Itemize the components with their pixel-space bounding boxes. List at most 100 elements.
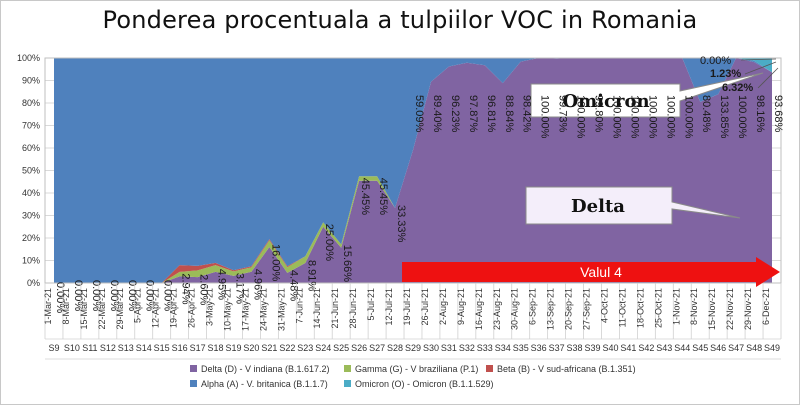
x-date-label: 26-Apr-21 bbox=[187, 288, 197, 328]
x-week-label: S18 bbox=[208, 343, 224, 353]
x-date-label: 18-Oct-21 bbox=[635, 288, 645, 328]
x-week-label: S9 bbox=[48, 343, 59, 353]
x-week-label: S46 bbox=[710, 343, 726, 353]
legend-swatch bbox=[190, 365, 197, 372]
x-week-label: S43 bbox=[656, 343, 672, 353]
x-date-label: 1-Mar-21 bbox=[43, 288, 53, 325]
legend-label: Beta (B) - V sud-africana (B.1.351) bbox=[497, 364, 636, 374]
data-label: 100.00% bbox=[628, 95, 640, 139]
x-week-label: S35 bbox=[513, 343, 529, 353]
data-label: 45.45% bbox=[359, 178, 371, 216]
x-week-label: S44 bbox=[674, 343, 690, 353]
x-week-label: S42 bbox=[638, 343, 654, 353]
data-label: 25.00% bbox=[323, 224, 335, 262]
y-tick-label: 70% bbox=[22, 121, 40, 131]
x-date-label: 20-Sep-21 bbox=[564, 288, 574, 330]
x-date-label: 7-Jun-21 bbox=[294, 288, 304, 324]
y-tick-label: 50% bbox=[22, 166, 40, 176]
data-label: 88.84% bbox=[503, 95, 515, 133]
y-tick-label: 20% bbox=[22, 233, 40, 243]
data-label: 98.42% bbox=[521, 95, 533, 133]
x-week-label: S17 bbox=[190, 343, 206, 353]
delta-callout-shape bbox=[525, 186, 741, 225]
x-week-label: S31 bbox=[441, 343, 457, 353]
x-date-label: 3-May-21 bbox=[205, 288, 215, 326]
x-date-label: 8-Nov-21 bbox=[689, 288, 699, 325]
area-series bbox=[54, 58, 772, 283]
data-label: 97.87% bbox=[467, 95, 479, 133]
x-date-label: 1-Nov-21 bbox=[671, 288, 681, 325]
x-week-label: S36 bbox=[531, 343, 547, 353]
x-date-label: 10-May-21 bbox=[222, 288, 232, 331]
x-week-label: S45 bbox=[692, 343, 708, 353]
x-week-label: S24 bbox=[315, 343, 331, 353]
data-label: 93.68% bbox=[772, 95, 784, 133]
y-tick-label: 30% bbox=[22, 211, 40, 221]
x-date-label: 30-Aug-21 bbox=[510, 288, 520, 330]
legend-swatch bbox=[344, 365, 351, 372]
y-tick-label: 100% bbox=[17, 53, 40, 63]
wave-arrow bbox=[402, 257, 780, 287]
legend-swatch bbox=[190, 380, 197, 387]
x-week-label: S23 bbox=[297, 343, 313, 353]
data-label: 8.91% bbox=[305, 260, 317, 291]
data-label: 33.33% bbox=[395, 205, 407, 243]
x-date-label: 15-Nov-21 bbox=[707, 288, 717, 330]
omicron-leader bbox=[740, 58, 777, 61]
legend-item: Delta (D) - V indiana (B.1.617.2) bbox=[190, 364, 330, 374]
x-date-label: 9-Aug-21 bbox=[456, 288, 466, 325]
x-date-label: 22-Nov-21 bbox=[725, 288, 735, 330]
x-week-label: S20 bbox=[243, 343, 259, 353]
delta-callout: Delta bbox=[525, 186, 741, 225]
wave-label: Valul 4 bbox=[580, 264, 622, 280]
data-label: 99.80% bbox=[593, 95, 605, 133]
x-date-label: 21-Jun-21 bbox=[330, 288, 340, 329]
x-week-label: S33 bbox=[477, 343, 493, 353]
x-date-label: 31-May-21 bbox=[276, 288, 286, 331]
legend-label: Alpha (A) - V. britanica (B.1.1.7) bbox=[201, 379, 328, 389]
data-label: 15.66% bbox=[341, 245, 353, 283]
x-week-label: S25 bbox=[333, 343, 349, 353]
data-label: 80.48% bbox=[700, 95, 712, 133]
x-week-label: S12 bbox=[100, 343, 116, 353]
x-date-label: 12-Apr-21 bbox=[151, 288, 161, 328]
x-week-label: S11 bbox=[82, 343, 97, 353]
x-date-label: 5-Apr-21 bbox=[133, 288, 143, 323]
delta-callout-label: Delta bbox=[571, 196, 625, 217]
x-week-label: S39 bbox=[585, 343, 601, 353]
x-week-label: S47 bbox=[728, 343, 744, 353]
x-date-label: 5-Jul-21 bbox=[366, 288, 376, 321]
x-date-label: 15-Mar-21 bbox=[79, 288, 89, 330]
x-date-label: 2-Aug-21 bbox=[438, 288, 448, 325]
x-date-label: 12-Jul-21 bbox=[384, 288, 394, 326]
x-week-label: S32 bbox=[459, 343, 475, 353]
x-date-label: 6-Dec-21 bbox=[761, 288, 771, 325]
y-tick-label: 0% bbox=[27, 278, 40, 288]
y-tick-label: 90% bbox=[22, 76, 40, 86]
x-week-label: S14 bbox=[136, 343, 152, 353]
plot-border bbox=[44, 57, 782, 284]
x-week-label: S19 bbox=[225, 343, 241, 353]
omicron-leader bbox=[757, 67, 779, 89]
x-week-label: S38 bbox=[567, 343, 583, 353]
x-date-label: 17-May-21 bbox=[240, 288, 250, 331]
data-label: 16.00% bbox=[269, 244, 281, 282]
data-label: 100.00% bbox=[610, 95, 622, 139]
x-date-label: 29-Nov-21 bbox=[743, 288, 753, 330]
legend-label: Delta (D) - V indiana (B.1.617.2) bbox=[201, 364, 330, 374]
legend-swatch bbox=[486, 365, 493, 372]
x-date-label: 23-Aug-21 bbox=[492, 288, 502, 330]
data-label: 100.00% bbox=[646, 95, 658, 139]
data-label: 89.40% bbox=[431, 95, 443, 133]
x-week-label: S28 bbox=[387, 343, 403, 353]
x-date-label: 29-Mar-21 bbox=[115, 288, 125, 330]
y-tick-label: 60% bbox=[22, 143, 40, 153]
legend-item: Beta (B) - V sud-africana (B.1.351) bbox=[486, 364, 636, 374]
x-week-label: S49 bbox=[764, 343, 780, 353]
x-week-label: S16 bbox=[172, 343, 188, 353]
x-date-label: 8-Mar-21 bbox=[61, 288, 71, 325]
omicron-callout: Omicron bbox=[530, 72, 764, 118]
x-week-label: S29 bbox=[405, 343, 421, 353]
x-date-label: 19-Jul-21 bbox=[402, 288, 412, 326]
